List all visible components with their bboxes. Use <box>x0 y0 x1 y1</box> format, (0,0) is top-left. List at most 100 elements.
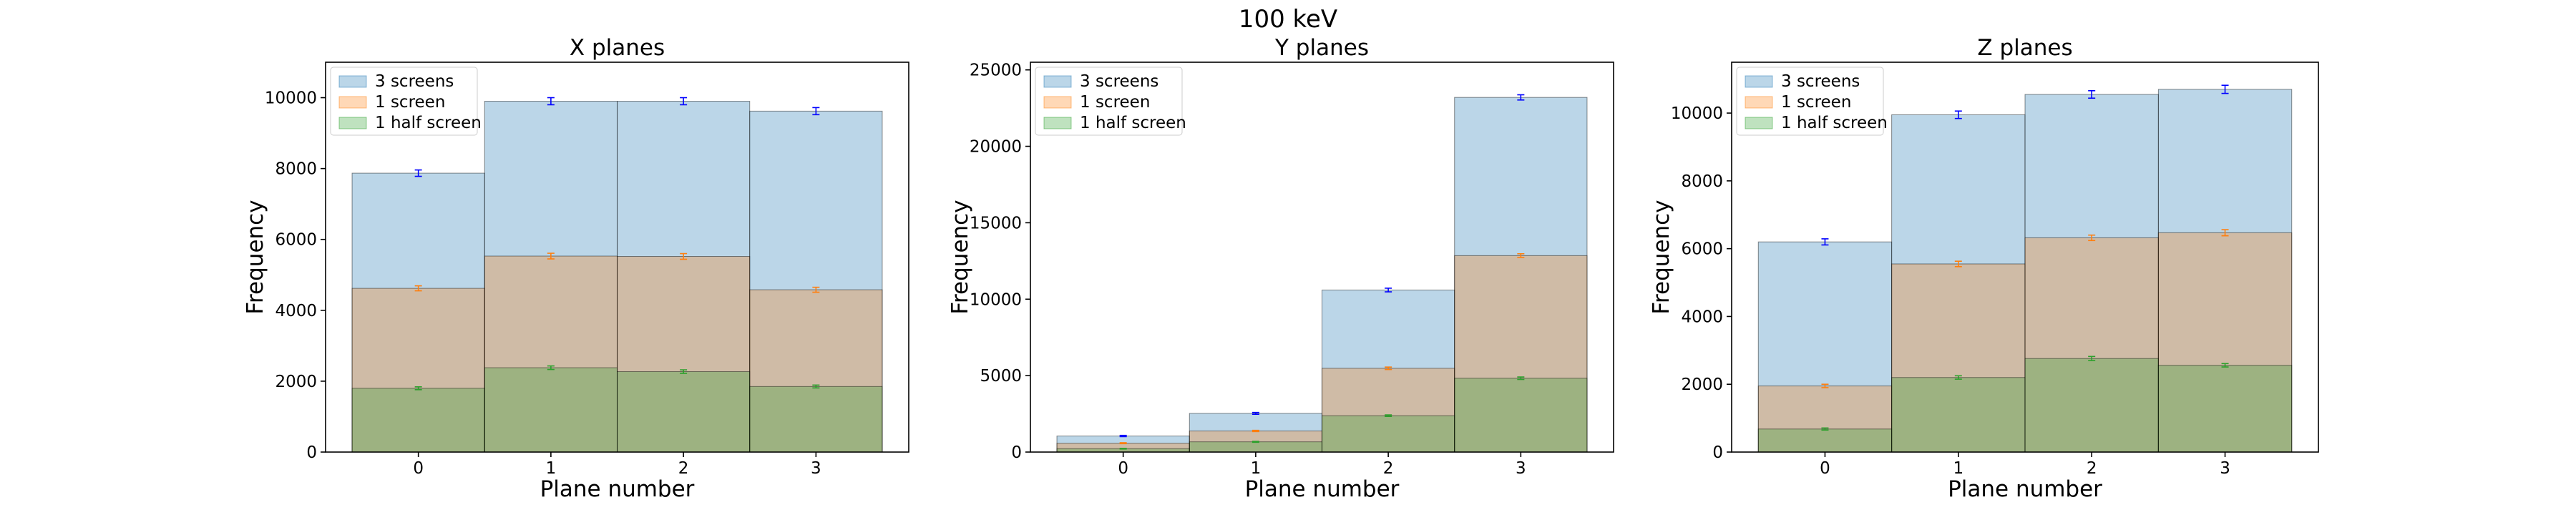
error-bar-1-half-screen-1 <box>1954 375 1962 380</box>
y-tick-label: 10000 <box>1671 104 1723 123</box>
error-bar-3-screens-1 <box>547 97 555 106</box>
bar-1-screen-2 <box>1322 368 1455 453</box>
error-bar-1-screen-1 <box>547 252 555 260</box>
bar-1-screen-3 <box>749 289 883 453</box>
error-bar-1-screen-1 <box>1252 429 1259 433</box>
legend-label: 1 half screen <box>1781 114 1888 132</box>
y-tick-label: 15000 <box>970 214 1022 232</box>
error-bar-3-screens-2 <box>680 97 688 106</box>
x-axis-label: Plane number <box>540 476 695 502</box>
legend-label: 1 screen <box>1781 93 1851 112</box>
bar-1-screen-0 <box>1757 386 1893 453</box>
error-bar-1-screen-2 <box>2088 234 2096 242</box>
y-tick-label: 2000 <box>1681 376 1723 394</box>
x-tick-label: 1 <box>546 459 557 478</box>
y-tick-label: 4000 <box>1681 308 1723 326</box>
chart-title: Y planes <box>1274 35 1369 61</box>
legend-item-3-screens: 3 screens <box>1745 72 1860 91</box>
y-tick-label: 0 <box>1712 443 1723 462</box>
error-bar-3-screens-0 <box>1119 434 1127 438</box>
bar-3-screens-1 <box>1891 114 2026 453</box>
bar-1-screen-2 <box>2024 237 2159 453</box>
error-bar-1-half-screen-3 <box>1517 376 1525 381</box>
legend-box <box>1035 67 1183 136</box>
x-tick-label: 0 <box>413 459 424 478</box>
axes-frame <box>325 62 909 453</box>
legend-label: 1 screen <box>375 93 445 112</box>
chart-title: Z planes <box>1977 35 2072 61</box>
bar-1-half-screen-1 <box>1891 377 2026 453</box>
legend-item-3-screens: 3 screens <box>1043 72 1158 91</box>
bar-1-half-screen-2 <box>617 371 751 453</box>
error-bar-1-screen-3 <box>812 286 820 293</box>
y-tick-label: 0 <box>306 443 317 462</box>
error-bar-3-screens-1 <box>1252 411 1259 416</box>
y-axis-label: Frequency <box>947 200 973 314</box>
x-tick-label: 3 <box>1516 459 1526 478</box>
legend-swatch <box>1745 117 1773 129</box>
error-bar-3-screens-2 <box>2088 90 2096 99</box>
legend-box <box>330 67 478 136</box>
x-tick-label: 1 <box>1251 459 1262 478</box>
bar-1-screen-1 <box>484 255 618 453</box>
error-bar-1-half-screen-0 <box>1821 427 1829 431</box>
y-tick-label: 4000 <box>275 302 317 320</box>
legend-box <box>1736 67 1884 136</box>
legend: 3 screens 1 screen 1 half screen <box>1736 67 1888 136</box>
y-tick-label: 10000 <box>970 290 1022 309</box>
error-bar-1-half-screen-0 <box>414 386 422 391</box>
bar-3-screens-2 <box>2024 94 2159 453</box>
error-bar-1-screen-3 <box>2221 229 2229 237</box>
bar-1-half-screen-3 <box>1454 378 1588 453</box>
bar-3-screens-3 <box>1454 97 1588 453</box>
chart-title: X planes <box>570 35 665 61</box>
legend-item-1-screen: 1 screen <box>338 93 445 112</box>
bar-3-screens-1 <box>1189 413 1322 453</box>
legend-swatch <box>338 96 367 109</box>
x-tick-label: 2 <box>2087 459 2097 478</box>
x-tick-label: 0 <box>1820 459 1830 478</box>
bar-3-screens-3 <box>2157 89 2293 453</box>
error-bar-3-screens-3 <box>2221 84 2229 94</box>
bar-3-screens-3 <box>749 110 883 453</box>
error-bar-1-half-screen-1 <box>547 365 555 371</box>
legend-item-1-screen: 1 screen <box>1043 93 1150 112</box>
legend: 3 screens 1 screen 1 half screen <box>1035 67 1186 136</box>
legend-swatch <box>1745 96 1773 109</box>
legend-swatch <box>1043 75 1072 88</box>
legend-item-1-screen: 1 screen <box>1745 93 1851 112</box>
bar-1-half-screen-0 <box>1757 428 1893 453</box>
error-bar-1-half-screen-0 <box>1119 448 1127 450</box>
legend-swatch <box>1043 96 1072 109</box>
legend-item-1-half-screen: 1 half screen <box>1043 114 1186 132</box>
y-axis-label: Frequency <box>243 200 268 314</box>
bar-3-screens-2 <box>1322 289 1455 453</box>
axes-frame <box>1731 62 2319 453</box>
legend-item-1-half-screen: 1 half screen <box>338 114 482 132</box>
error-bar-3-screens-0 <box>1821 238 1829 246</box>
bar-1-screen-3 <box>2157 232 2293 453</box>
x-tick-label: 2 <box>1383 459 1394 478</box>
figure-title: 100 keV <box>1239 5 1337 34</box>
bar-1-half-screen-1 <box>1189 441 1322 453</box>
bar-1-half-screen-2 <box>2024 358 2159 453</box>
y-tick-label: 2000 <box>275 373 317 391</box>
error-bar-1-screen-2 <box>1385 366 1392 371</box>
legend-item-3-screens: 3 screens <box>338 72 454 91</box>
legend-item-1-half-screen: 1 half screen <box>1745 114 1888 132</box>
y-tick-label: 6000 <box>275 231 317 250</box>
legend-label: 1 half screen <box>1080 114 1186 132</box>
error-bar-1-screen-0 <box>1821 383 1829 388</box>
y-tick-label: 5000 <box>980 367 1022 386</box>
bar-1-screen-1 <box>1891 263 2026 453</box>
x-axis-label: Plane number <box>1948 476 2102 502</box>
error-bar-1-half-screen-2 <box>1385 414 1392 418</box>
x-tick-label: 3 <box>811 459 821 478</box>
legend-label: 3 screens <box>1080 72 1158 91</box>
error-bar-1-half-screen-3 <box>812 384 820 389</box>
legend: 3 screens 1 screen 1 half screen <box>330 67 482 136</box>
bar-1-half-screen-3 <box>749 386 883 453</box>
error-bar-3-screens-3 <box>1517 94 1525 101</box>
x-tick-label: 2 <box>678 459 689 478</box>
y-tick-label: 25000 <box>970 62 1022 80</box>
